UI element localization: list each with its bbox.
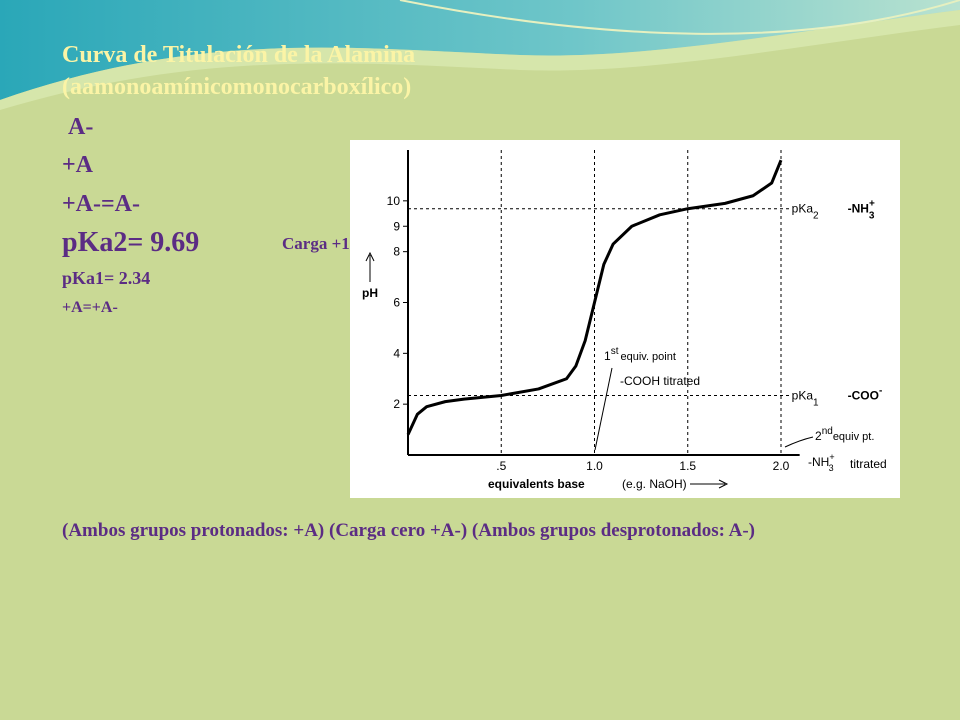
text-line: A- (68, 114, 94, 140)
annotation: 1st equiv. point (604, 346, 676, 363)
y-tick-label: 9 (393, 219, 400, 233)
text-line: +A-=A- (62, 191, 140, 217)
y-tick-label: 10 (387, 194, 401, 208)
arrow-head (365, 251, 375, 262)
group-sup: + (829, 452, 834, 462)
label-sub: 1 (813, 398, 819, 409)
sup: st (611, 346, 619, 357)
label-sub: 2 (813, 211, 819, 222)
group: -NH (848, 202, 869, 216)
x-tick-label: 1.0 (586, 459, 603, 473)
annotation-line (784, 436, 814, 448)
text: equiv. point (620, 351, 675, 363)
wave-line (399, 0, 960, 35)
x-tick-label: 1.5 (679, 459, 696, 473)
titration-curve (406, 159, 783, 436)
annotation: titrated (850, 457, 887, 471)
wave (0, 0, 960, 100)
annotation-line (594, 367, 613, 451)
label: pKa (792, 389, 814, 403)
group-label: -NH+ 3 (848, 199, 875, 222)
text-line: pKa2= 9.69 (62, 227, 200, 258)
group-sub: 3 (829, 463, 834, 473)
group: -COO (848, 389, 879, 403)
sup: nd (822, 426, 833, 437)
reference-label: pKa2 (792, 202, 819, 222)
arrow-head (718, 479, 729, 489)
num: 1 (604, 349, 611, 363)
slide-title: Curva de Titulación de la Alamina (62, 42, 416, 68)
text-line: Carga +1 (282, 234, 350, 253)
x-tick-label: 2.0 (773, 459, 790, 473)
annotation: 2ndequiv pt. (815, 426, 874, 443)
x-axis-note: (e.g. NaOH) (622, 477, 687, 491)
reference-label: pKa1 (792, 389, 819, 409)
group-sup: - (879, 386, 882, 397)
group: -NH (808, 455, 829, 469)
group-sup: + (869, 199, 875, 210)
annotation: -COOH titrated (620, 374, 700, 388)
chart-background (350, 140, 900, 498)
footer-text: (Ambos grupos protonados: +A) (Carga cer… (62, 520, 756, 541)
text: equiv pt. (833, 431, 875, 443)
wave-band (0, 10, 960, 110)
y-tick-label: 2 (393, 397, 400, 411)
y-tick-label: 4 (393, 346, 400, 360)
annotation: -NH+ 3 (808, 452, 835, 473)
y-tick-label: 8 (393, 245, 400, 259)
text-line: pKa1= 2.34 (62, 268, 151, 288)
group-sub: 3 (869, 211, 875, 222)
text-line: +A=+A- (62, 299, 118, 316)
x-axis-label: equivalents base (488, 477, 585, 491)
group-label: -COO- (848, 386, 883, 403)
text-line: +A (62, 152, 94, 178)
num: 2 (815, 429, 822, 443)
slide-title: (aamonoamínicomonocarboxílico) (62, 74, 412, 100)
x-tick-label: .5 (496, 459, 506, 473)
y-tick-label: 6 (393, 296, 400, 310)
y-axis-label: pH (362, 286, 378, 300)
label: pKa (792, 202, 814, 216)
